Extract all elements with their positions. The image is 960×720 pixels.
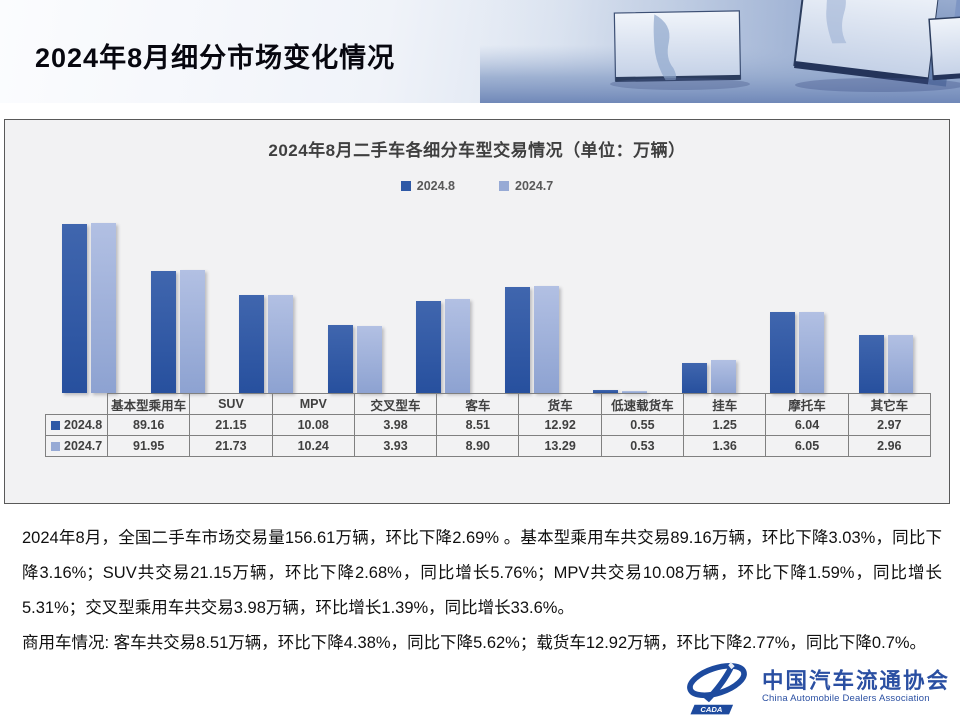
table-value-cell: 21.73 <box>189 435 273 457</box>
bar-2024.8-低速载货车 <box>593 389 619 393</box>
bar-2024.7-MPV <box>268 294 294 393</box>
cada-abbr-text: CADA <box>700 705 722 714</box>
table-value-cell: 10.08 <box>271 414 355 436</box>
table-value-cell: 91.95 <box>106 435 191 457</box>
cada-name-en: China Automobile Dealers Association <box>761 693 930 705</box>
cada-logo-icon: CADA <box>687 662 747 715</box>
banner-cubes-art <box>480 0 960 103</box>
table-header-cell: MPV <box>271 393 355 415</box>
chart-data-table: 基本型乘用车 SUV MPV 交叉型车 客车 货车 低速载货车 挂车 摩托车 其它车 2024.8 8… <box>45 393 931 457</box>
table-value-cell: 0.55 <box>600 414 685 436</box>
table-row-label: 2024.8 <box>45 414 108 436</box>
bar-2024.8-交叉型车 <box>327 325 353 393</box>
table-value-cell: 13.29 <box>518 435 602 457</box>
bar-2024.8-基本型乘用车 <box>62 224 88 393</box>
table-value-cell: 8.90 <box>436 435 520 457</box>
bar-2024.7-交叉型车 <box>356 325 382 393</box>
table-value-cell: 0.53 <box>600 435 685 457</box>
table-row-2024.7: 2024.7 91.95 21.73 10.24 3.93 8.90 13.29 0.53 1.… <box>45 435 931 457</box>
summary-paragraph-1: 2024年8月，全国二手车市场交易量156.61万辆，环比下降2.69% 。基本… <box>22 529 942 617</box>
legend-label: 2024.7 <box>515 179 554 193</box>
bar-2024.7-挂车 <box>710 360 736 393</box>
bar-2024.7-摩托车 <box>799 311 825 393</box>
bar-2024.7-基本型乘用车 <box>91 223 117 393</box>
legend-item-2024-7: 2024.7 <box>499 179 553 193</box>
table-value-cell: 8.51 <box>436 414 520 436</box>
table-header-row: 基本型乘用车 SUV MPV 交叉型车 客车 货车 低速载货车 挂车 摩托车 其它车 <box>46 393 931 415</box>
table-header-cell: 客车 <box>436 393 520 415</box>
table-row-2024.8: 2024.8 89.16 21.15 10.08 3.98 8.51 12.92 0.55 1.… <box>45 414 931 436</box>
bar-2024.8-货车 <box>504 286 530 393</box>
chart-legend: 2024.8 2024.7 <box>5 179 949 193</box>
legend-swatch-2024-8 <box>400 181 411 191</box>
table-header-cell: 摩托车 <box>765 393 849 415</box>
table-value-cell: 2.96 <box>847 435 931 457</box>
table-value-cell: 10.24 <box>271 435 355 457</box>
cada-logo-text: 中国汽车流通协会 China Automobile Dealers Associ… <box>762 670 950 705</box>
legend-item-2024-8: 2024.8 <box>400 179 455 193</box>
table-value-cell: 3.93 <box>353 435 438 457</box>
table-value-cell: 3.98 <box>353 414 438 436</box>
table-header-cell: 货车 <box>518 393 602 415</box>
bar-2024.8-其它车 <box>858 334 884 393</box>
table-header-cell: 交叉型车 <box>353 393 438 415</box>
table-value-cell: 1.36 <box>683 435 767 457</box>
table-value-cell: 21.15 <box>189 414 273 436</box>
chart-panel: 2024年8月二手车各细分车型交易情况（单位：万辆） 2024.8 2024.7… <box>4 119 950 504</box>
page-title: 2024年8月细分市场变化情况 <box>35 43 396 73</box>
bar-plot <box>45 219 930 393</box>
table-value-cell: 89.16 <box>106 414 191 436</box>
legend-label: 2024.8 <box>416 179 455 193</box>
bar-2024.7-客车 <box>445 299 471 393</box>
table-value-cell: 6.05 <box>765 435 849 457</box>
table-corner-cell <box>46 394 108 415</box>
summary-text: 2024年8月，全国二手车市场交易量156.61万辆，环比下降2.69% 。基本… <box>22 521 942 661</box>
table-header-cell: SUV <box>189 393 273 415</box>
bar-2024.8-挂车 <box>681 363 707 393</box>
table-header-cell: 其它车 <box>847 393 931 415</box>
bar-2024.7-其它车 <box>887 335 913 393</box>
bar-2024.8-SUV <box>150 270 176 393</box>
header-banner: 2024年8月细分市场变化情况 <box>0 0 960 103</box>
table-value-cell: 12.92 <box>518 414 602 436</box>
cada-logo: CADA 中国汽车流通协会 China Automobile Dealers A… <box>680 658 950 716</box>
table-header-cell: 低速载货车 <box>600 393 685 415</box>
summary-paragraph-2: 商用车情况: 客车共交易8.51万辆，环比下降4.38%，同比下降5.62%；载… <box>22 634 927 652</box>
table-row-label: 2024.7 <box>45 435 108 457</box>
legend-swatch-2024-7 <box>499 181 509 191</box>
table-value-cell: 1.25 <box>683 414 767 436</box>
table-value-cell: 2.97 <box>847 414 931 436</box>
bar-2024.7-低速载货车 <box>622 391 648 393</box>
cada-name-cn: 中国汽车流通协会 <box>761 668 950 693</box>
bar-2024.8-MPV <box>239 295 265 393</box>
chart-title: 2024年8月二手车各细分车型交易情况（单位：万辆） <box>268 141 686 160</box>
table-header-cell: 基本型乘用车 <box>106 393 191 415</box>
table-value-cell: 6.04 <box>765 414 849 436</box>
bar-2024.7-SUV <box>179 270 205 393</box>
bar-2024.8-摩托车 <box>770 311 796 393</box>
bar-2024.8-客车 <box>416 300 442 393</box>
bar-2024.7-货车 <box>533 286 559 393</box>
table-header-cell: 挂车 <box>683 393 767 415</box>
